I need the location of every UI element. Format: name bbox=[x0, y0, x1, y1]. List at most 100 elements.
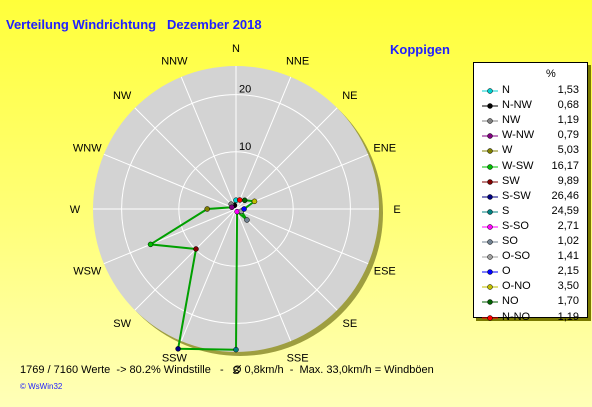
direction-label-nnw: NNW bbox=[161, 55, 188, 67]
legend-value: 1,02 bbox=[557, 235, 579, 247]
direction-label-e: E bbox=[393, 204, 400, 216]
legend-label: NO bbox=[502, 295, 519, 308]
direction-label-wnw: WNW bbox=[73, 142, 102, 154]
legend-value: 3,50 bbox=[557, 280, 579, 293]
legend-label: O-SO bbox=[502, 250, 531, 263]
legend-entry-sw: SW 9,89 bbox=[474, 175, 587, 190]
data-point-n-no bbox=[236, 197, 243, 203]
legend-label: O-NO bbox=[502, 280, 531, 293]
legend-marker-icon bbox=[482, 133, 498, 140]
legend-label: W bbox=[502, 144, 513, 157]
direction-label-wsw: WSW bbox=[73, 266, 102, 278]
legend-value: 0,79 bbox=[557, 129, 579, 142]
data-point-w-sw bbox=[147, 241, 154, 248]
legend-entry-o-no: O-NO 3,50 bbox=[474, 280, 587, 295]
direction-label-ese: ESE bbox=[374, 266, 396, 278]
legend-marker-icon bbox=[482, 254, 498, 260]
legend-marker-icon bbox=[482, 314, 498, 321]
legend-label: N bbox=[502, 84, 510, 96]
legend-value: 1,41 bbox=[557, 250, 579, 263]
direction-label-ene: ENE bbox=[373, 142, 396, 154]
grid-spoke bbox=[235, 76, 292, 210]
grid-spoke bbox=[235, 107, 338, 210]
legend-marker-icon bbox=[482, 239, 498, 245]
direction-label-w: W bbox=[70, 204, 81, 216]
data-point-sw bbox=[193, 246, 199, 252]
direction-label-sw: SW bbox=[113, 318, 131, 330]
legend-value: 1,19 bbox=[557, 114, 579, 127]
legend-label: SW bbox=[502, 174, 520, 187]
direction-label-ne: NE bbox=[342, 90, 357, 102]
legend-entry-so: SO 1,02 bbox=[474, 235, 587, 250]
legend-label: SO bbox=[502, 235, 518, 247]
legend-marker-icon bbox=[482, 118, 498, 124]
data-point-so bbox=[244, 217, 250, 223]
legend-marker-icon bbox=[482, 103, 498, 109]
grid-spoke bbox=[134, 208, 237, 311]
legend-entry-n-nw: N-NW 0,68 bbox=[474, 99, 587, 114]
legend-marker-icon bbox=[482, 88, 498, 94]
legend-value: 1,53 bbox=[557, 84, 579, 96]
software-brand: © WsWin32 bbox=[20, 382, 63, 391]
legend-entry-w-nw: W-NW 0,79 bbox=[474, 129, 587, 144]
legend-label: N-NW bbox=[502, 99, 532, 112]
legend-label: S bbox=[502, 204, 510, 217]
grid-spoke bbox=[103, 153, 237, 210]
legend-value: 26,46 bbox=[551, 189, 579, 202]
legend-entry-s-sw: S-SW 26,46 bbox=[474, 190, 587, 205]
direction-label-sse: SSE bbox=[287, 353, 309, 365]
data-point-o-no bbox=[251, 198, 258, 205]
legend-value: 1,70 bbox=[557, 295, 579, 308]
legend-entry-n-no: N-NO 1,19 bbox=[474, 311, 587, 326]
direction-label-ssw: SSW bbox=[162, 353, 188, 365]
legend-label: O bbox=[502, 265, 511, 278]
legend-marker-icon bbox=[482, 163, 498, 170]
ring-label: 20 bbox=[239, 84, 251, 96]
chart-title: Verteilung Windrichtung Dezember 2018 bbox=[6, 17, 262, 32]
legend-value: 24,59 bbox=[551, 204, 579, 217]
legend-value: 5,03 bbox=[557, 144, 579, 157]
legend-label: NW bbox=[502, 114, 521, 127]
legend-marker-icon bbox=[482, 178, 498, 185]
legend-entry-o: O 2,15 bbox=[474, 265, 587, 280]
ring-label: 10 bbox=[239, 141, 251, 153]
legend-value: 2,15 bbox=[557, 265, 579, 278]
grid-spoke bbox=[235, 153, 369, 210]
grid-spoke bbox=[180, 76, 237, 210]
legend-marker-icon bbox=[482, 269, 498, 275]
direction-label-s: S bbox=[232, 365, 239, 377]
legend-label: N-NO bbox=[502, 310, 531, 323]
legend-marker-icon bbox=[482, 193, 498, 200]
legend-marker-icon bbox=[482, 299, 498, 306]
statistics-footer: 1769 / 7160 Werte -> 80.2% Windstille - … bbox=[20, 364, 434, 376]
legend-entry-o-so: O-SO 1,41 bbox=[474, 250, 587, 265]
data-point-s bbox=[233, 346, 239, 353]
legend-entry-no: NO 1,70 bbox=[474, 295, 587, 310]
direction-label-n: N bbox=[232, 43, 240, 55]
legend-entry-s-so: S-SO 2,71 bbox=[474, 220, 587, 235]
legend-value: 9,89 bbox=[557, 174, 579, 187]
legend-value: 0,68 bbox=[557, 99, 579, 112]
legend-marker-icon bbox=[482, 148, 498, 155]
grid-spoke bbox=[134, 107, 237, 210]
legend-unit: % bbox=[546, 68, 556, 80]
legend-marker-icon bbox=[482, 284, 498, 291]
legend-entry-w: W 5,03 bbox=[474, 144, 587, 159]
legend-label: W-NW bbox=[502, 129, 535, 142]
legend-marker-icon bbox=[482, 209, 498, 215]
legend: % N 1,53 N-NW 0,68 NW 1,19 W-NW 0,79 W 5,03 W-SW 16… bbox=[473, 62, 588, 323]
grid-spoke bbox=[235, 208, 369, 265]
grid-spoke bbox=[235, 208, 338, 311]
legend-label: W-SW bbox=[502, 159, 534, 172]
data-point-o bbox=[241, 206, 247, 212]
legend-entry-n: N 1,53 bbox=[474, 84, 587, 99]
data-point-w bbox=[204, 206, 210, 212]
grid-spoke bbox=[180, 208, 237, 342]
legend-value: 2,71 bbox=[557, 219, 579, 232]
data-point-w-nw bbox=[229, 204, 235, 211]
legend-marker-icon bbox=[482, 224, 498, 230]
legend-entry-nw: NW 1,19 bbox=[474, 114, 587, 129]
station-name: Koppigen bbox=[390, 42, 450, 57]
